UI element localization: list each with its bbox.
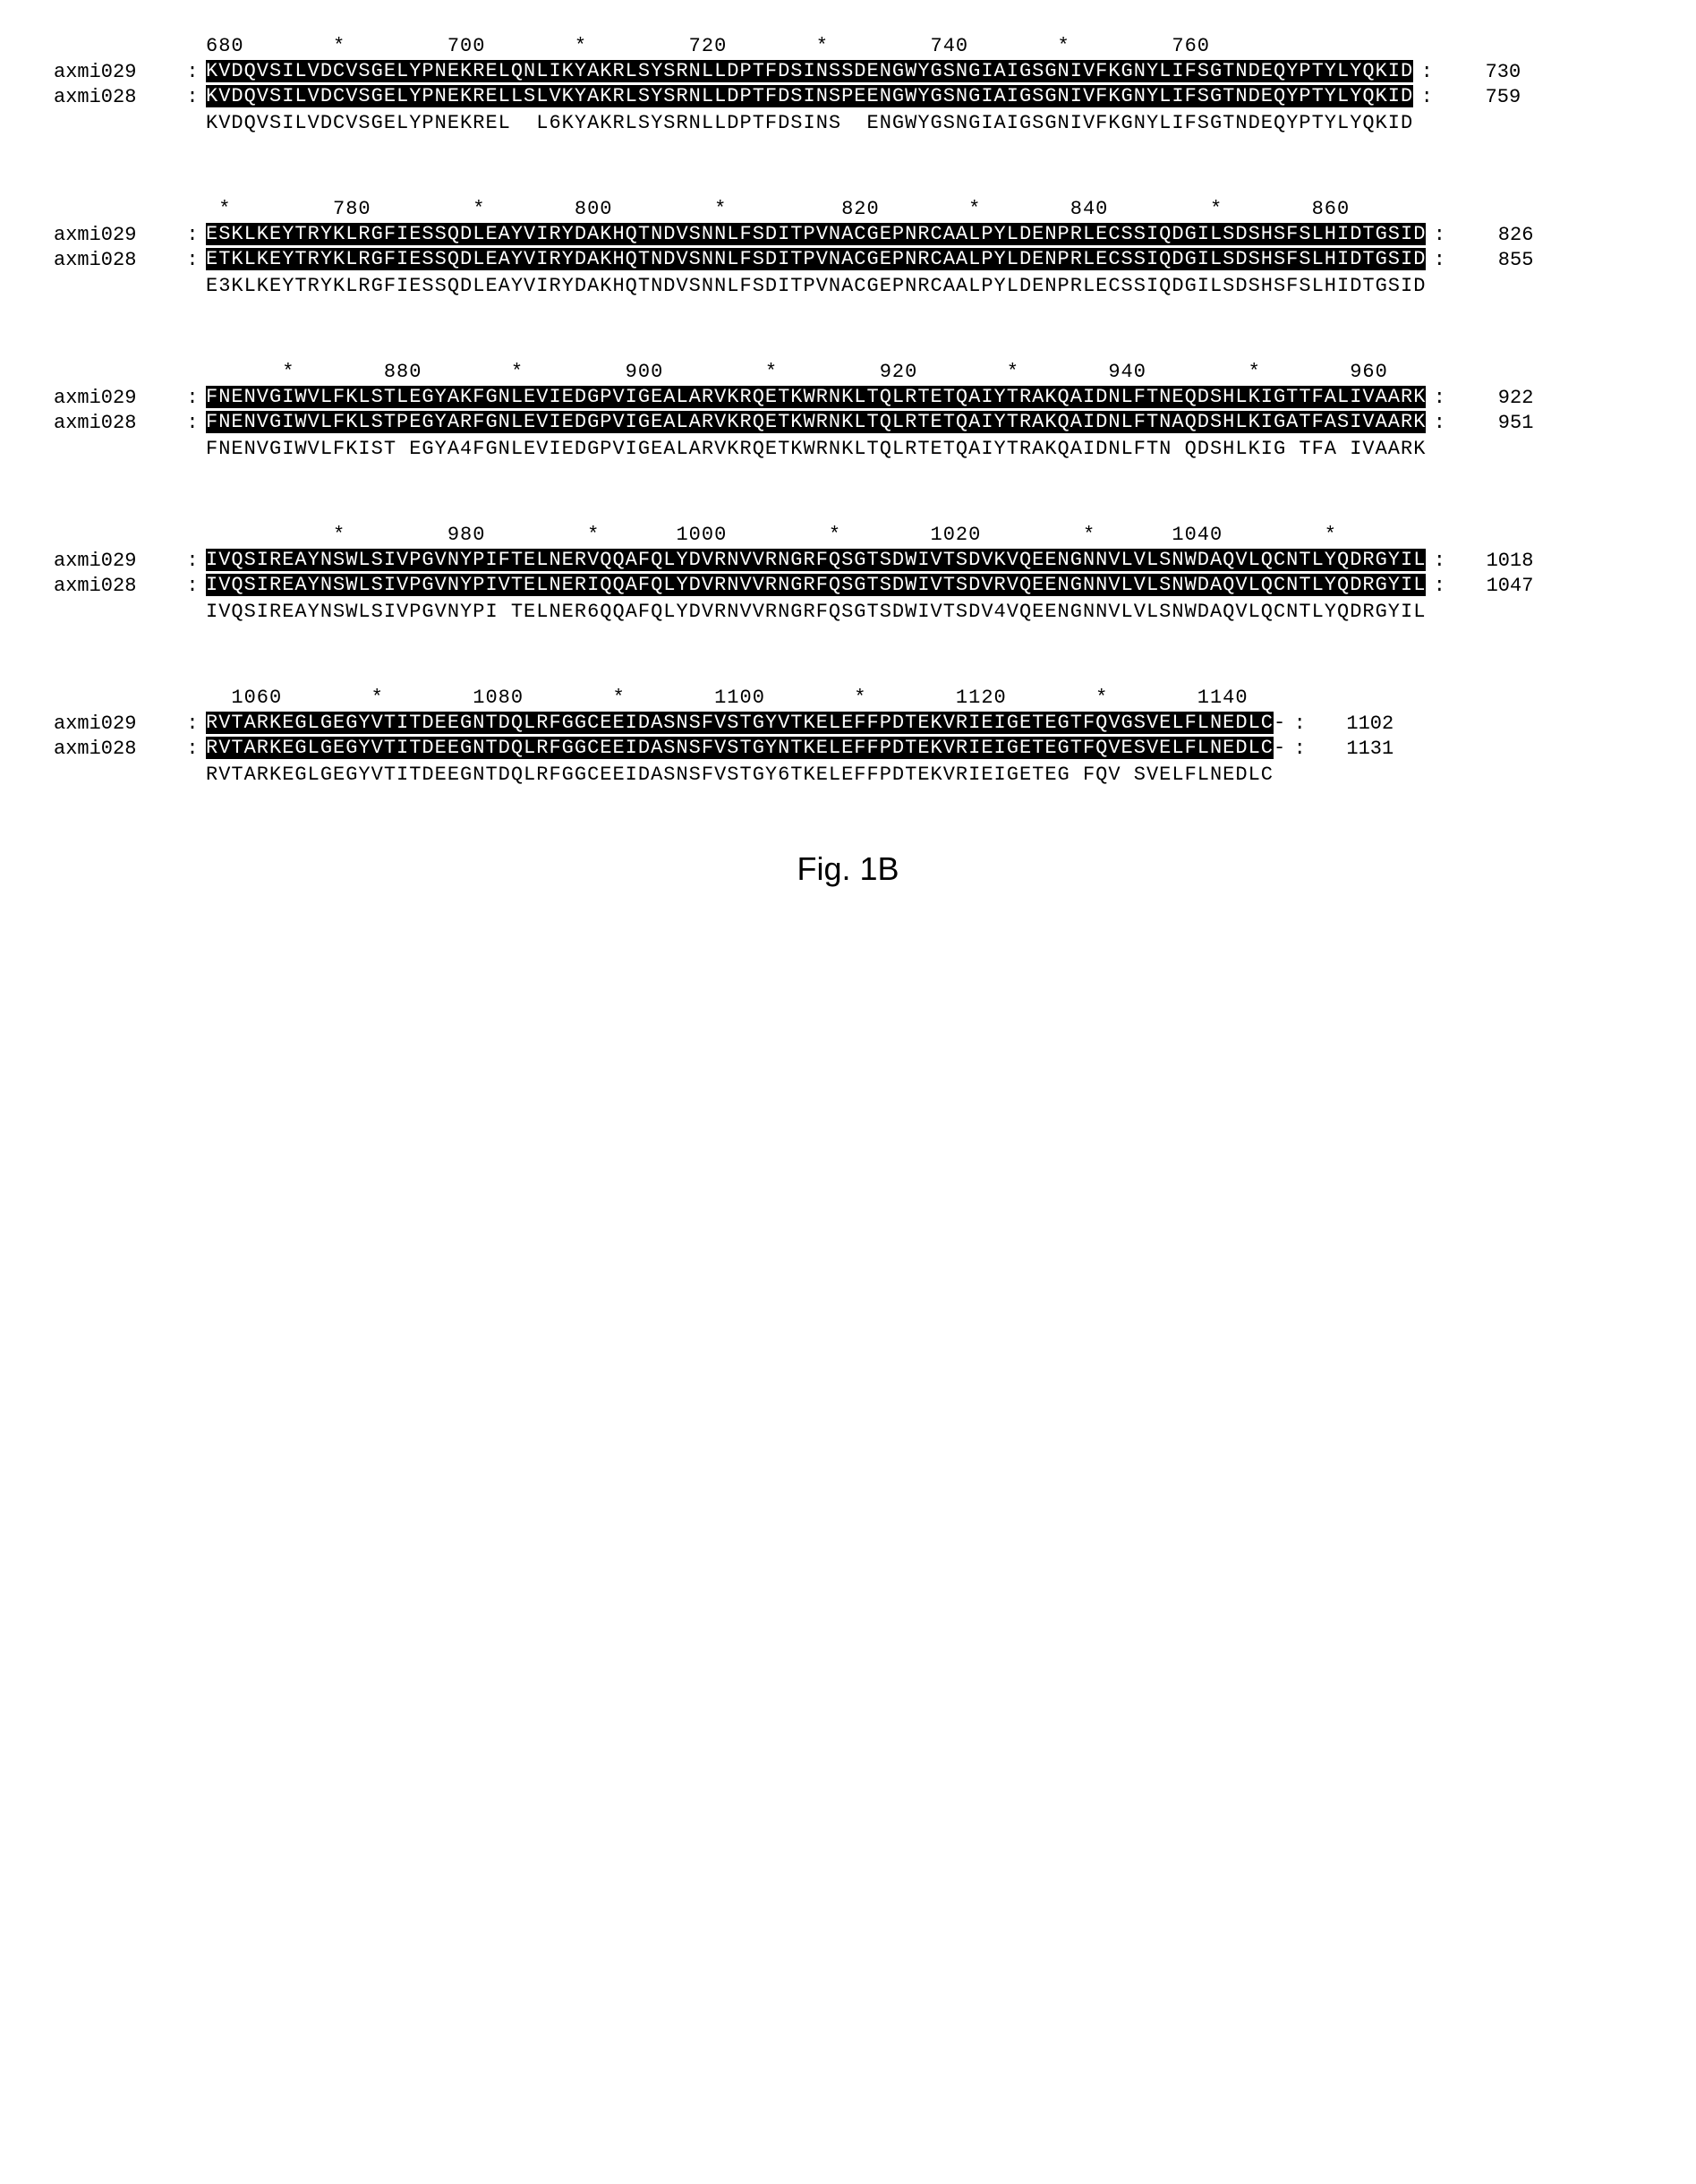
- end-position: 730: [1440, 61, 1521, 83]
- row-separator: :: [1426, 387, 1453, 409]
- sequence-residues: FNENVGIWVLFKLSTLEGYAKFGNLEVIEDGPVIGEALAR…: [206, 388, 1426, 407]
- consensus-row: IVQSIREAYNSWLSIVPGVNYPI TELNER6QQAFQLYDV…: [54, 600, 1642, 625]
- row-separator: :: [1413, 86, 1440, 108]
- row-separator: :: [1426, 412, 1453, 434]
- figure-label: Fig. 1B: [54, 850, 1642, 888]
- sequence-row: axmi028:KVDQVSILVDCVSGELYPNEKRELLSLVKYAK…: [54, 84, 1642, 109]
- sequence-residues: KVDQVSILVDCVSGELYPNEKRELQNLIKYAKRLSYSRNL…: [206, 62, 1413, 81]
- sequence-residues: FNENVGIWVLFKLSTPEGYARFGNLEVIEDGPVIGEALAR…: [206, 413, 1426, 432]
- sequence-label: axmi028: [54, 412, 179, 434]
- sequence-residues: RVTARKEGLGEGYVTITDEEGNTDQLRFGGCEEIDASNSF…: [206, 713, 1286, 733]
- row-separator: :: [1426, 575, 1453, 597]
- alignment-block: * 880 * 900 * 920 * 940 * 960 axmi029:FN…: [54, 362, 1642, 462]
- sequence-label: axmi029: [54, 61, 179, 83]
- sequence-label: axmi028: [54, 249, 179, 271]
- row-separator: :: [1426, 550, 1453, 572]
- sequence-row: axmi029:FNENVGIWVLFKLSTLEGYAKFGNLEVIEDGP…: [54, 385, 1642, 410]
- consensus-sequence: E3KLKEYTRYKLRGFIESSQDLEAYVIRYDAKHQTNDVSN…: [206, 277, 1426, 296]
- row-separator: :: [1426, 249, 1453, 271]
- consensus-row: RVTARKEGLGEGYVTITDEEGNTDQLRFGGCEEIDASNSF…: [54, 763, 1642, 788]
- end-position: 759: [1440, 86, 1521, 108]
- ruler-text: * 980 * 1000 * 1020 * 1040 *: [206, 524, 1413, 546]
- sequence-residues: KVDQVSILVDCVSGELYPNEKRELLSLVKYAKRLSYSRNL…: [206, 87, 1413, 107]
- sequence-row: axmi029:RVTARKEGLGEGYVTITDEEGNTDQLRFGGCE…: [54, 711, 1642, 736]
- sequence-label: axmi029: [54, 712, 179, 735]
- sequence-label: axmi029: [54, 387, 179, 409]
- sequence-label: axmi028: [54, 86, 179, 108]
- consensus-row: E3KLKEYTRYKLRGFIESSQDLEAYVIRYDAKHQTNDVSN…: [54, 274, 1642, 299]
- row-separator: :: [1286, 712, 1313, 735]
- sequence-row: axmi028:ETKLKEYTRYKLRGFIESSQDLEAYVIRYDAK…: [54, 247, 1642, 272]
- row-separator: :: [179, 61, 206, 83]
- end-position: 1131: [1313, 738, 1393, 760]
- row-separator: :: [1413, 61, 1440, 83]
- row-separator: :: [179, 550, 206, 572]
- position-ruler: * 780 * 800 * 820 * 840 * 860: [54, 199, 1642, 220]
- sequence-residues: ETKLKEYTRYKLRGFIESSQDLEAYVIRYDAKHQTNDVSN…: [206, 250, 1426, 269]
- ruler-text: 680 * 700 * 720 * 740 * 760: [206, 35, 1299, 57]
- sequence-row: axmi028:RVTARKEGLGEGYVTITDEEGNTDQLRFGGCE…: [54, 736, 1642, 761]
- consensus-sequence: FNENVGIWVLFKIST EGYA4FGNLEVIEDGPVIGEALAR…: [206, 439, 1426, 459]
- ruler-text: * 780 * 800 * 820 * 840 * 860: [206, 198, 1413, 220]
- position-ruler: 680 * 700 * 720 * 740 * 760: [54, 36, 1642, 57]
- row-separator: :: [179, 712, 206, 735]
- sequence-label: axmi029: [54, 550, 179, 572]
- alignment-block: * 980 * 1000 * 1020 * 1040 * axmi029:IVQ…: [54, 525, 1642, 625]
- sequence-label: axmi029: [54, 224, 179, 246]
- end-position: 826: [1453, 224, 1533, 246]
- consensus-sequence: KVDQVSILVDCVSGELYPNEKREL L6KYAKRLSYSRNLL…: [206, 114, 1413, 133]
- consensus-row: FNENVGIWVLFKIST EGYA4FGNLEVIEDGPVIGEALAR…: [54, 437, 1642, 462]
- end-position: 855: [1453, 249, 1533, 271]
- sequence-row: axmi029:IVQSIREAYNSWLSIVPGVNYPIFTELNERVQ…: [54, 548, 1642, 573]
- ruler-text: * 880 * 900 * 920 * 940 * 960: [206, 361, 1413, 383]
- end-position: 922: [1453, 387, 1533, 409]
- consensus-sequence: RVTARKEGLGEGYVTITDEEGNTDQLRFGGCEEIDASNSF…: [206, 765, 1274, 785]
- sequence-row: axmi029:ESKLKEYTRYKLRGFIESSQDLEAYVIRYDAK…: [54, 222, 1642, 247]
- position-ruler: * 880 * 900 * 920 * 940 * 960: [54, 362, 1642, 383]
- row-separator: :: [179, 86, 206, 108]
- row-separator: :: [179, 387, 206, 409]
- consensus-row: KVDQVSILVDCVSGELYPNEKREL L6KYAKRLSYSRNLL…: [54, 111, 1642, 136]
- end-position: 1102: [1313, 712, 1393, 735]
- end-position: 951: [1453, 412, 1533, 434]
- row-separator: :: [179, 249, 206, 271]
- alignment-block: * 780 * 800 * 820 * 840 * 860 axmi029:ES…: [54, 199, 1642, 299]
- sequence-residues: ESKLKEYTRYKLRGFIESSQDLEAYVIRYDAKHQTNDVSN…: [206, 225, 1426, 244]
- row-separator: :: [179, 412, 206, 434]
- sequence-row: axmi028:FNENVGIWVLFKLSTPEGYARFGNLEVIEDGP…: [54, 410, 1642, 435]
- consensus-sequence: IVQSIREAYNSWLSIVPGVNYPI TELNER6QQAFQLYDV…: [206, 602, 1426, 622]
- end-position: 1047: [1453, 575, 1533, 597]
- sequence-row: axmi028:IVQSIREAYNSWLSIVPGVNYPIVTELNERIQ…: [54, 573, 1642, 598]
- alignment-block: 680 * 700 * 720 * 740 * 760 axmi029:KVDQ…: [54, 36, 1642, 136]
- end-position: 1018: [1453, 550, 1533, 572]
- sequence-residues: IVQSIREAYNSWLSIVPGVNYPIFTELNERVQQAFQLYDV…: [206, 550, 1426, 570]
- row-separator: :: [1286, 738, 1313, 760]
- row-separator: :: [1426, 224, 1453, 246]
- row-separator: :: [179, 224, 206, 246]
- sequence-row: axmi029:KVDQVSILVDCVSGELYPNEKRELQNLIKYAK…: [54, 59, 1642, 84]
- row-separator: :: [179, 738, 206, 760]
- sequence-alignment: 680 * 700 * 720 * 740 * 760 axmi029:KVDQ…: [54, 36, 1642, 788]
- sequence-label: axmi028: [54, 738, 179, 760]
- alignment-block: 1060 * 1080 * 1100 * 1120 * 1140 axmi029…: [54, 687, 1642, 788]
- sequence-label: axmi028: [54, 575, 179, 597]
- sequence-residues: IVQSIREAYNSWLSIVPGVNYPIVTELNERIQQAFQLYDV…: [206, 576, 1426, 595]
- sequence-residues: RVTARKEGLGEGYVTITDEEGNTDQLRFGGCEEIDASNSF…: [206, 738, 1286, 758]
- position-ruler: 1060 * 1080 * 1100 * 1120 * 1140: [54, 687, 1642, 709]
- position-ruler: * 980 * 1000 * 1020 * 1040 *: [54, 525, 1642, 546]
- ruler-text: 1060 * 1080 * 1100 * 1120 * 1140: [206, 687, 1325, 709]
- row-separator: :: [179, 575, 206, 597]
